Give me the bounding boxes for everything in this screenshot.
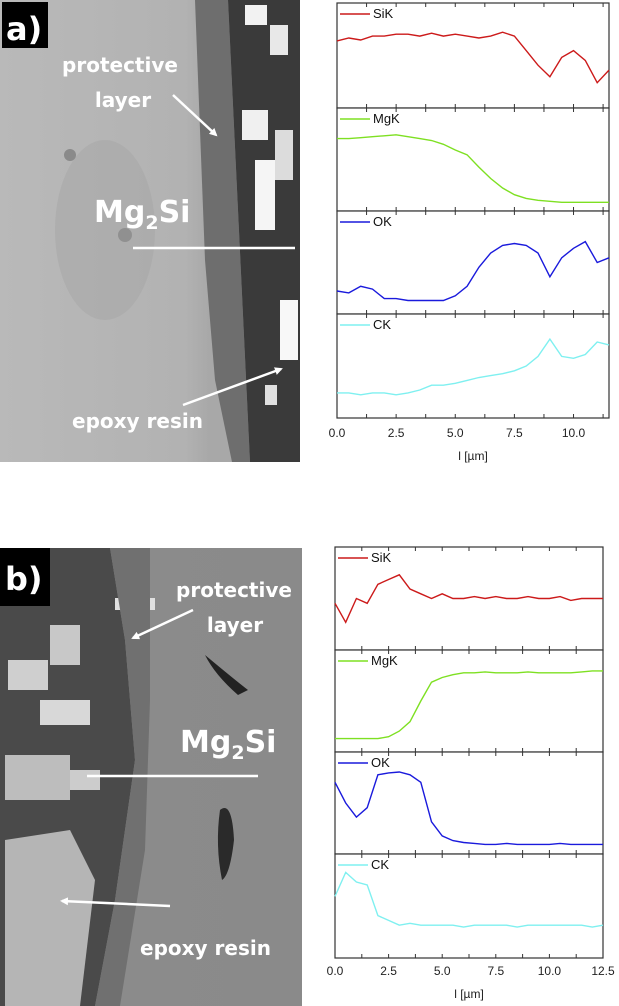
legend-label: OK (373, 214, 392, 229)
sem-image-b: b) protective layer Mg2Si epoxy resin (0, 548, 310, 1006)
annotation-layer: layer (207, 613, 263, 637)
legend-label: SiK (373, 6, 394, 21)
panel-label: a) (6, 10, 42, 48)
subplot-mgk: MgK (336, 107, 610, 212)
subplot-sik: SiK (336, 2, 610, 109)
legend-label: CK (373, 317, 391, 332)
panel-label-box (2, 2, 48, 48)
panel-label: b) (5, 560, 43, 598)
line-scan-charts: SiK MgK OK CK 0.0 2.5 5.0 7.5 10.0 l [µm] SiK MgK OK… (327, 2, 615, 1001)
x-tick-label: 2.5 (388, 426, 405, 440)
subplot-sik: SiK (334, 546, 604, 651)
series-line-ck (334, 871, 604, 928)
x-tick-label: 7.5 (506, 426, 523, 440)
series-line-ck (337, 337, 610, 396)
series-line-mgk (335, 670, 603, 740)
subplot-ck: CK (334, 853, 604, 959)
subplot-ok: OK (336, 210, 610, 315)
x-tick-label: 5.0 (434, 964, 451, 978)
legend-label: CK (371, 857, 389, 872)
annotation-protective: protective (176, 578, 292, 602)
series-line-sik (334, 573, 603, 624)
x-axis-label: l [µm] (454, 987, 484, 1001)
x-tick-label: 0.0 (327, 964, 344, 978)
subplot-ck: CK (336, 313, 610, 419)
annotation-protective: protective (62, 53, 178, 77)
series-line-mgk (337, 134, 609, 204)
annotation-resin: epoxy resin (140, 936, 271, 960)
x-tick-label: 0.0 (329, 426, 346, 440)
legend-label: MgK (371, 653, 398, 668)
x-tick-label: 10.0 (538, 964, 562, 978)
arrow-icon (60, 897, 171, 908)
annotation-phase: Mg2Si (180, 725, 276, 764)
annotation-phase: Mg2Si (94, 195, 190, 234)
arrow-icon (182, 367, 283, 407)
chart-a: SiK MgK OK CK 0.0 2.5 5.0 7.5 10.0 l [µm] (329, 2, 610, 463)
x-tick-label: 7.5 (487, 964, 504, 978)
arrow-icon (172, 94, 218, 137)
panel-label-box (0, 548, 50, 606)
arrow-icon (131, 608, 194, 640)
subplot-mgk: MgK (334, 649, 604, 753)
legend-label: MgK (373, 111, 400, 126)
series-line-ok (334, 771, 603, 846)
subplot-frame (336, 313, 610, 419)
x-tick-label: 5.0 (447, 426, 464, 440)
legend-label: OK (371, 755, 390, 770)
subplot-frame (336, 2, 610, 109)
series-line-sik (336, 31, 610, 84)
subplot-ok: OK (334, 751, 604, 855)
x-tick-label: 10.0 (562, 426, 586, 440)
series-line-ok (336, 240, 610, 302)
subplot-frame (334, 649, 604, 753)
chart-b: SiK MgK OK CK 0.0 2.5 5.0 7.5 10.0 12.5 l [µm] (327, 546, 615, 1001)
subplot-frame (334, 853, 604, 959)
annotation-layer: layer (95, 88, 151, 112)
sem-image-a: a) protective layer Mg2Si epoxy resin (0, 0, 308, 462)
x-tick-label: 12.5 (591, 964, 615, 978)
x-axis-label: l [µm] (458, 449, 488, 463)
x-tick-label: 2.5 (380, 964, 397, 978)
annotation-resin: epoxy resin (72, 409, 203, 433)
legend-label: SiK (371, 550, 392, 565)
subplot-frame (336, 107, 610, 212)
